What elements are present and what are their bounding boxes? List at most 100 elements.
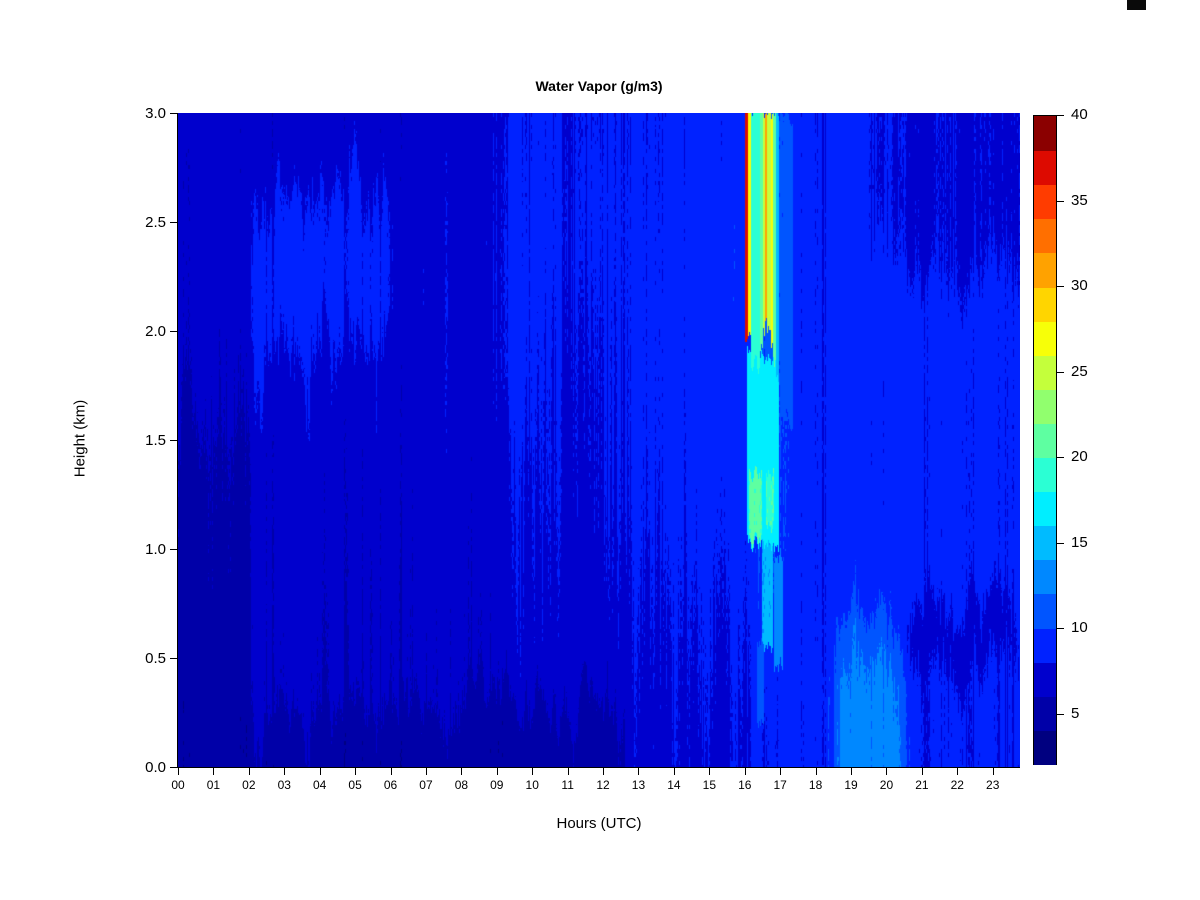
x-tick-label: 23	[986, 778, 1000, 792]
colorbar-segment	[1034, 184, 1056, 220]
x-tick	[992, 768, 994, 775]
x-axis-label: Hours (UTC)	[556, 815, 642, 832]
x-tick	[532, 768, 534, 775]
x-tick-label: 15	[702, 778, 716, 792]
x-tick-label: 06	[383, 778, 398, 792]
colorbar-tick	[1057, 713, 1064, 715]
x-tick-label: 07	[419, 778, 433, 792]
y-tick	[170, 331, 177, 332]
y-tick-label: 2.5	[145, 214, 166, 231]
colorbar-tick	[1057, 628, 1064, 630]
colorbar-tick-label: 35	[1071, 191, 1088, 209]
colorbar-segment	[1034, 320, 1056, 356]
x-tick	[461, 768, 463, 775]
x-axis-line	[178, 767, 1020, 768]
x-tick-label: 14	[667, 778, 681, 792]
heatmap-canvas	[178, 113, 1020, 767]
y-tick-label: 0.0	[145, 759, 166, 776]
colorbar-segment	[1034, 218, 1056, 254]
colorbar-segment	[1034, 354, 1056, 390]
x-tick-label: 16	[738, 778, 752, 792]
y-tick	[170, 549, 177, 550]
x-tick-label: 18	[808, 778, 823, 792]
colorbar-segment	[1034, 627, 1056, 663]
colorbar-tick-label: 10	[1071, 619, 1088, 637]
x-tick-label: 13	[631, 778, 646, 792]
colorbar-segment	[1034, 286, 1056, 322]
colorbar-tick	[1057, 542, 1064, 544]
x-tick	[248, 768, 250, 775]
x-tick	[425, 768, 427, 775]
x-tick-label: 11	[561, 778, 574, 792]
colorbar-segment	[1034, 388, 1056, 424]
colorbar-tick-label: 20	[1071, 448, 1088, 466]
y-axis-line	[177, 113, 178, 768]
colorbar-segment	[1034, 729, 1056, 765]
x-tick	[390, 768, 392, 775]
x-tick-label: 03	[277, 778, 291, 792]
x-tick-label: 21	[915, 778, 929, 792]
y-tick-label: 0.5	[145, 650, 166, 667]
x-tick-label: 04	[313, 778, 327, 792]
x-tick	[673, 768, 675, 775]
x-tick	[638, 768, 640, 775]
plot-title: Water Vapor (g/m3)	[535, 78, 663, 94]
x-tick	[744, 768, 746, 775]
colorbar-segment	[1034, 525, 1056, 561]
x-tick-label: 05	[348, 778, 362, 792]
colorbar-segment	[1034, 116, 1056, 152]
colorbar-tick	[1057, 286, 1064, 288]
x-tick-label: 01	[206, 778, 221, 792]
y-tick-label: 2.0	[145, 323, 166, 340]
x-tick	[815, 768, 817, 775]
colorbar-segment	[1034, 422, 1056, 459]
x-tick	[355, 768, 357, 775]
x-tick-label: 09	[490, 778, 504, 792]
colorbar-tick-label: 5	[1071, 704, 1080, 722]
colorbar-segment	[1034, 695, 1056, 731]
colorbar-tick-label: 15	[1071, 533, 1088, 551]
y-tick	[170, 658, 177, 659]
colorbar-segment	[1034, 559, 1056, 595]
colorbar-tick-label: 40	[1071, 106, 1088, 123]
y-axis-label: Height (km)	[71, 399, 89, 478]
x-tick	[496, 768, 498, 775]
x-tick-label: 17	[773, 778, 787, 792]
colorbar-tick	[1057, 200, 1064, 202]
x-tick-label: 12	[596, 778, 610, 792]
colorbar-tick-label: 25	[1071, 362, 1088, 380]
x-tick	[957, 768, 959, 775]
x-tick	[178, 768, 179, 775]
x-tick-label: 08	[454, 778, 469, 792]
x-tick	[921, 768, 923, 775]
x-tick	[567, 768, 569, 775]
x-tick	[319, 768, 321, 775]
colorbar-segment	[1034, 491, 1056, 527]
colorbar-segment	[1034, 457, 1056, 493]
colorbar-tick	[1057, 457, 1064, 459]
colorbar-segment	[1034, 252, 1056, 288]
x-tick	[284, 768, 286, 775]
x-tick	[709, 768, 711, 775]
x-tick-label: 22	[950, 778, 964, 792]
y-tick	[170, 440, 177, 441]
colorbar-segment	[1034, 593, 1056, 629]
x-tick-label: 10	[525, 778, 539, 792]
x-tick-label: 19	[844, 778, 858, 792]
x-tick	[851, 768, 853, 775]
y-tick-label: 3.0	[145, 105, 166, 122]
x-tick-label: 00	[171, 778, 185, 792]
colorbar-tick	[1057, 115, 1064, 116]
colorbar-tick-label: 30	[1071, 277, 1088, 295]
colorbar-segment	[1034, 150, 1056, 186]
x-tick-label: 02	[242, 778, 256, 792]
colorbar-tick	[1057, 371, 1064, 373]
colorbar-segment	[1034, 661, 1056, 697]
y-tick-label: 1.0	[145, 541, 166, 558]
colorbar	[1033, 115, 1057, 765]
y-tick	[170, 222, 177, 223]
x-tick	[603, 768, 605, 775]
x-tick	[213, 768, 215, 775]
corner-mark	[1127, 0, 1146, 10]
